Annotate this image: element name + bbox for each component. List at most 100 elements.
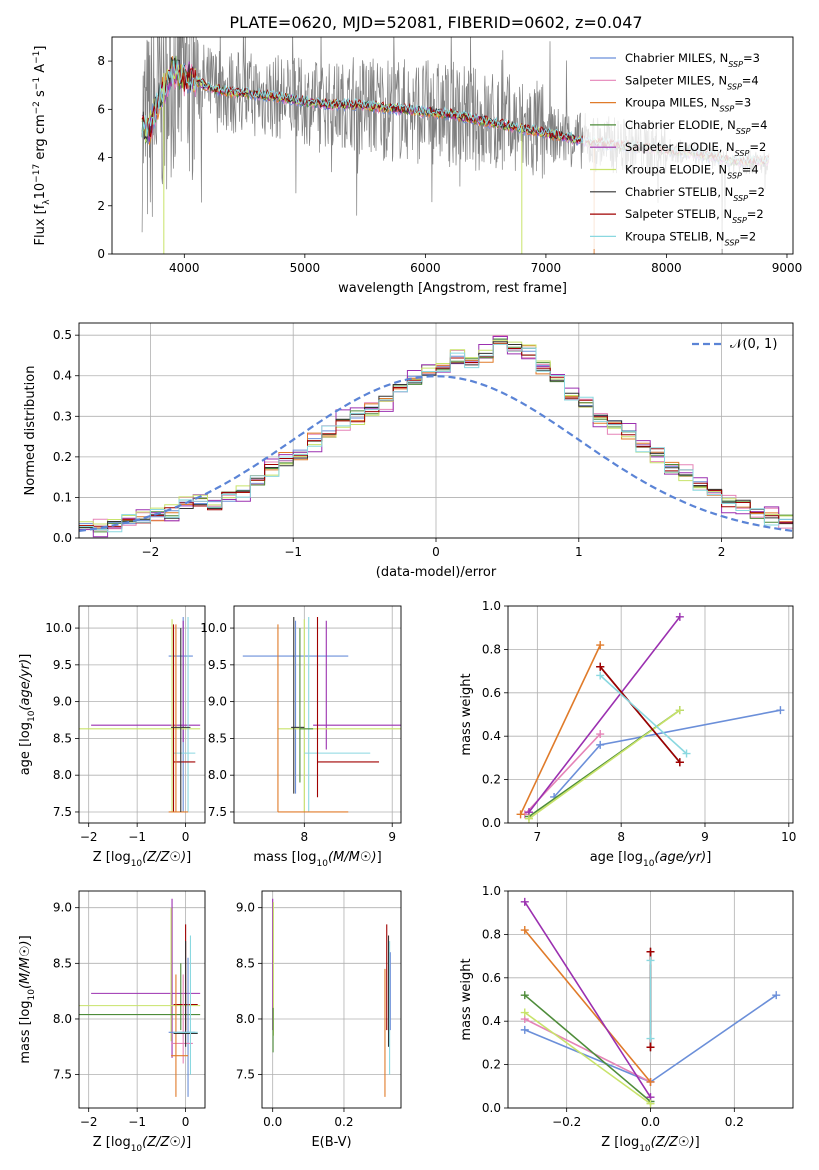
axes-frame xyxy=(78,605,206,824)
x-tick-label: 9000 xyxy=(772,261,803,275)
kroupa-elodie-point xyxy=(646,1099,655,1108)
label-part: 10 xyxy=(27,710,37,722)
label-part: age [log xyxy=(590,850,643,865)
label-part: s xyxy=(33,90,48,101)
tick-labels: 7 8 9 10 0.0 0.2 0.4 0.6 0.8 1.0 xyxy=(482,599,797,844)
y-axis-label: mass weight xyxy=(459,958,474,1040)
y-axis-label: mass weight xyxy=(459,673,474,755)
mass-vs-extinction-plot: 0.0 0.2 7.5 8.0 8.5 9.0 E(B-V) xyxy=(236,890,402,1150)
label-part: erg cm xyxy=(33,114,48,163)
x-tick-label: −2 xyxy=(80,830,98,844)
y-tick-label: 0.0 xyxy=(482,1101,501,1115)
tick-labels: −2 −1 0 1 2 0.0 0.1 0.2 0.3 0.4 0.5 xyxy=(53,328,726,559)
label-part: Salpeter STELIB, N xyxy=(625,207,732,221)
x-tick-label: 2 xyxy=(718,545,726,559)
y-tick-label: 10.0 xyxy=(45,621,72,635)
label-part: =2 xyxy=(749,140,766,154)
y-tick-label: 0.6 xyxy=(482,686,501,700)
x-tick-label: 9 xyxy=(701,830,709,844)
x-tick-label: 0.0 xyxy=(263,1115,282,1129)
label-part: Chabrier ELODIE, N xyxy=(625,118,736,132)
x-tick-label: −2 xyxy=(142,545,160,559)
kroupa-miles-point xyxy=(516,810,525,819)
x-axis-label: Z [log10(Z/Z☉)] xyxy=(601,1135,699,1154)
axes-frame xyxy=(233,605,402,824)
y-tick-label: 10.0 xyxy=(200,621,227,635)
label-part: =4 xyxy=(742,73,759,87)
salpeter-elodie-weight-line xyxy=(524,901,652,1098)
chabrier-miles-point xyxy=(596,740,605,749)
axes-frame xyxy=(111,36,794,255)
y-tick-label: 0 xyxy=(97,247,105,261)
label-part: SSP xyxy=(725,238,740,247)
x-axis-label: E(B-V) xyxy=(311,1135,351,1150)
histogram-legend: 𝒩(0, 1) xyxy=(692,337,777,352)
kroupa-stelib-weight-line xyxy=(599,674,688,755)
label-part: Kroupa MILES, N xyxy=(625,96,720,110)
x-tick-label: 7000 xyxy=(531,261,562,275)
y-tick-label: 0.4 xyxy=(482,729,501,743)
label-part: −1 xyxy=(32,51,42,64)
y-axis-label: age [log10(age/yr)] xyxy=(18,654,37,776)
y-tick-label: 1.0 xyxy=(482,884,501,898)
grid-lines xyxy=(262,891,401,1108)
normal-distribution-curve xyxy=(78,375,794,532)
salpeter-elodie-point xyxy=(520,897,529,906)
y-tick-label: 8.0 xyxy=(53,768,72,782)
y-tick-label: 0.1 xyxy=(53,490,72,504)
label-part: −1 xyxy=(32,77,42,90)
label-part: Salpeter MILES, N xyxy=(625,73,727,87)
y-tick-label: 4 xyxy=(97,151,105,165)
label-part: (Z/Z☉) xyxy=(651,1135,695,1150)
kroupa-miles-weight-line xyxy=(519,644,601,815)
label-part: =4 xyxy=(751,118,768,132)
kroupa-elodie-point xyxy=(675,706,684,715)
kroupa-miles-point xyxy=(520,926,529,935)
x-tick-label: −2 xyxy=(80,1115,98,1129)
axes-frame xyxy=(507,605,794,824)
kroupa-stelib-histogram xyxy=(79,343,793,533)
label-part: Z [log xyxy=(601,1135,639,1150)
kroupa-miles-point xyxy=(646,1077,655,1086)
x-tick-label: 8 xyxy=(300,830,308,844)
figure-title: PLATE=0620, MJD=52081, FIBERID=0602, z=0… xyxy=(229,13,642,32)
y-tick-label: 0.2 xyxy=(53,450,72,464)
chabrier-elodie-point xyxy=(520,991,529,1000)
y-tick-label: 0.2 xyxy=(482,773,501,787)
label-part: age [log xyxy=(18,722,33,775)
label-part: −17 xyxy=(32,164,42,183)
age-vs-metallicity-plot: −2 −1 07.58.08.59.09.510.0Z [log10(Z/Z☉)]a… xyxy=(18,605,206,869)
x-tick-label: 0.0 xyxy=(641,1115,660,1129)
x-tick-label: 1 xyxy=(575,545,583,559)
axes-frame xyxy=(78,322,794,539)
label-part: Salpeter ELODIE, N xyxy=(625,140,735,154)
label-part: A xyxy=(33,64,48,77)
label-part: (Z/Z☉) xyxy=(142,1135,186,1150)
y-tick-label: 8.5 xyxy=(236,956,255,970)
kroupa-elodie-point xyxy=(524,814,533,823)
label-part: Chabrier STELIB, N xyxy=(625,185,733,199)
salpeter-elodie-point xyxy=(675,612,684,621)
label-part: SSP xyxy=(732,216,747,225)
x-tick-label: 4000 xyxy=(169,261,200,275)
salpeter-stelib-point xyxy=(646,1043,655,1052)
chabrier-miles-point xyxy=(520,1025,529,1034)
tick-labels: −0.2 0.0 0.2 0.0 0.2 0.4 0.6 0.8 1.0 xyxy=(482,884,744,1129)
salpeter-elodie-weight-line xyxy=(528,616,681,813)
tick-labels: −2 −1 0 7.5 8.0 8.5 9.0 xyxy=(53,901,190,1129)
x-axis-label: age [log10(age/yr)] xyxy=(590,850,712,869)
legend-box xyxy=(583,44,789,249)
label-part: 10 xyxy=(643,859,655,869)
y-tick-label: 8.5 xyxy=(53,731,72,745)
y-tick-label: 7.5 xyxy=(236,1068,255,1082)
label-part: ] xyxy=(18,654,33,659)
grid-lines xyxy=(508,605,793,824)
y-tick-label: 8.0 xyxy=(53,1012,72,1026)
y-tick-label: 8.0 xyxy=(208,768,227,782)
legend-entry: Kroupa MILES, NSSP=3 xyxy=(625,96,751,114)
label-part: ] xyxy=(706,850,711,865)
y-tick-label: 0.6 xyxy=(482,971,501,985)
x-axis-label: (data-model)/error xyxy=(376,565,497,580)
x-axis-label: wavelength [Angstrom, rest frame] xyxy=(338,281,567,296)
